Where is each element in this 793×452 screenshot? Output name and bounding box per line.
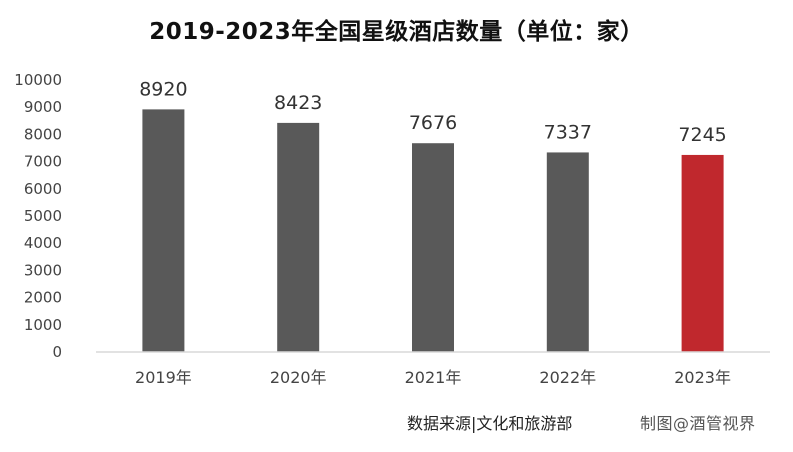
data-label: 8423 bbox=[274, 92, 322, 114]
y-tick-label: 9000 bbox=[24, 98, 62, 116]
y-tick-label: 5000 bbox=[24, 207, 62, 225]
x-tick-label: 2022年 bbox=[539, 368, 596, 387]
bar bbox=[142, 109, 185, 352]
data-label: 7245 bbox=[678, 124, 726, 146]
y-tick-label: 8000 bbox=[24, 125, 62, 143]
bar bbox=[412, 143, 454, 352]
bar bbox=[681, 154, 724, 352]
x-tick-label: 2023年 bbox=[674, 368, 731, 387]
y-tick-label: 2000 bbox=[24, 289, 62, 307]
x-tick-label: 2019年 bbox=[135, 368, 192, 387]
bar bbox=[546, 152, 589, 352]
x-axis-ticks: 2019年 2020年 2021年 2022年 2023年 bbox=[135, 368, 731, 387]
data-label: 8920 bbox=[139, 78, 187, 100]
y-tick-label: 0 bbox=[52, 343, 62, 361]
y-axis-ticks: 0 1000 2000 3000 4000 5000 6000 7000 8000 9000 100… bbox=[14, 71, 62, 361]
y-tick-label: 7000 bbox=[24, 153, 62, 171]
y-tick-label: 10000 bbox=[14, 71, 62, 89]
y-tick-label: 6000 bbox=[24, 180, 62, 198]
bar bbox=[277, 122, 320, 352]
x-tick-label: 2021年 bbox=[405, 368, 462, 387]
y-tick-label: 4000 bbox=[24, 234, 62, 252]
x-tick-label: 2020年 bbox=[270, 368, 327, 387]
watermark: 制图@酒管视界 bbox=[640, 414, 756, 433]
data-label: 7676 bbox=[409, 112, 457, 134]
chart-title: 2019-2023年全国星级酒店数量（单位：家） bbox=[149, 19, 644, 45]
data-label: 7337 bbox=[544, 121, 592, 143]
data-labels-group: 8920 8423 7676 7337 7245 bbox=[139, 78, 727, 146]
y-tick-label: 1000 bbox=[24, 316, 62, 334]
source-note: 数据来源|文化和旅游部 bbox=[407, 414, 573, 433]
y-tick-label: 3000 bbox=[24, 261, 62, 279]
bars-group bbox=[142, 109, 724, 352]
